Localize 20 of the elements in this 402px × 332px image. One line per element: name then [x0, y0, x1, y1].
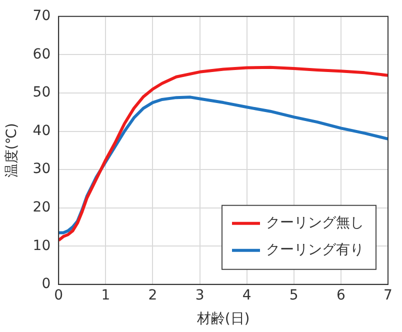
y-tick-label: 70	[32, 8, 51, 24]
x-tick-label: 0	[54, 287, 64, 304]
x-axis-title: 材齢(日)	[196, 311, 250, 328]
legend-label: クーリング有り	[266, 242, 364, 258]
x-tick-label: 2	[148, 287, 158, 304]
x-tick-label: 1	[101, 287, 110, 304]
y-tick-label: 0	[42, 276, 51, 292]
x-tick-label: 5	[289, 287, 298, 304]
legend-label: クーリング無し	[266, 215, 364, 232]
y-tick-label: 10	[32, 238, 51, 254]
y-tick-label: 20	[32, 199, 51, 216]
y-tick-label: 30	[32, 161, 51, 178]
y-axis-title: 温度(℃)	[4, 123, 20, 178]
x-tick-label: 7	[384, 287, 392, 304]
x-tick-label: 3	[195, 287, 204, 304]
y-tick-label: 60	[32, 46, 51, 62]
x-tick-label: 6	[336, 287, 346, 304]
y-tick-label: 40	[32, 122, 51, 139]
x-tick-label: 4	[242, 287, 252, 304]
y-tick-label: 50	[32, 84, 51, 101]
